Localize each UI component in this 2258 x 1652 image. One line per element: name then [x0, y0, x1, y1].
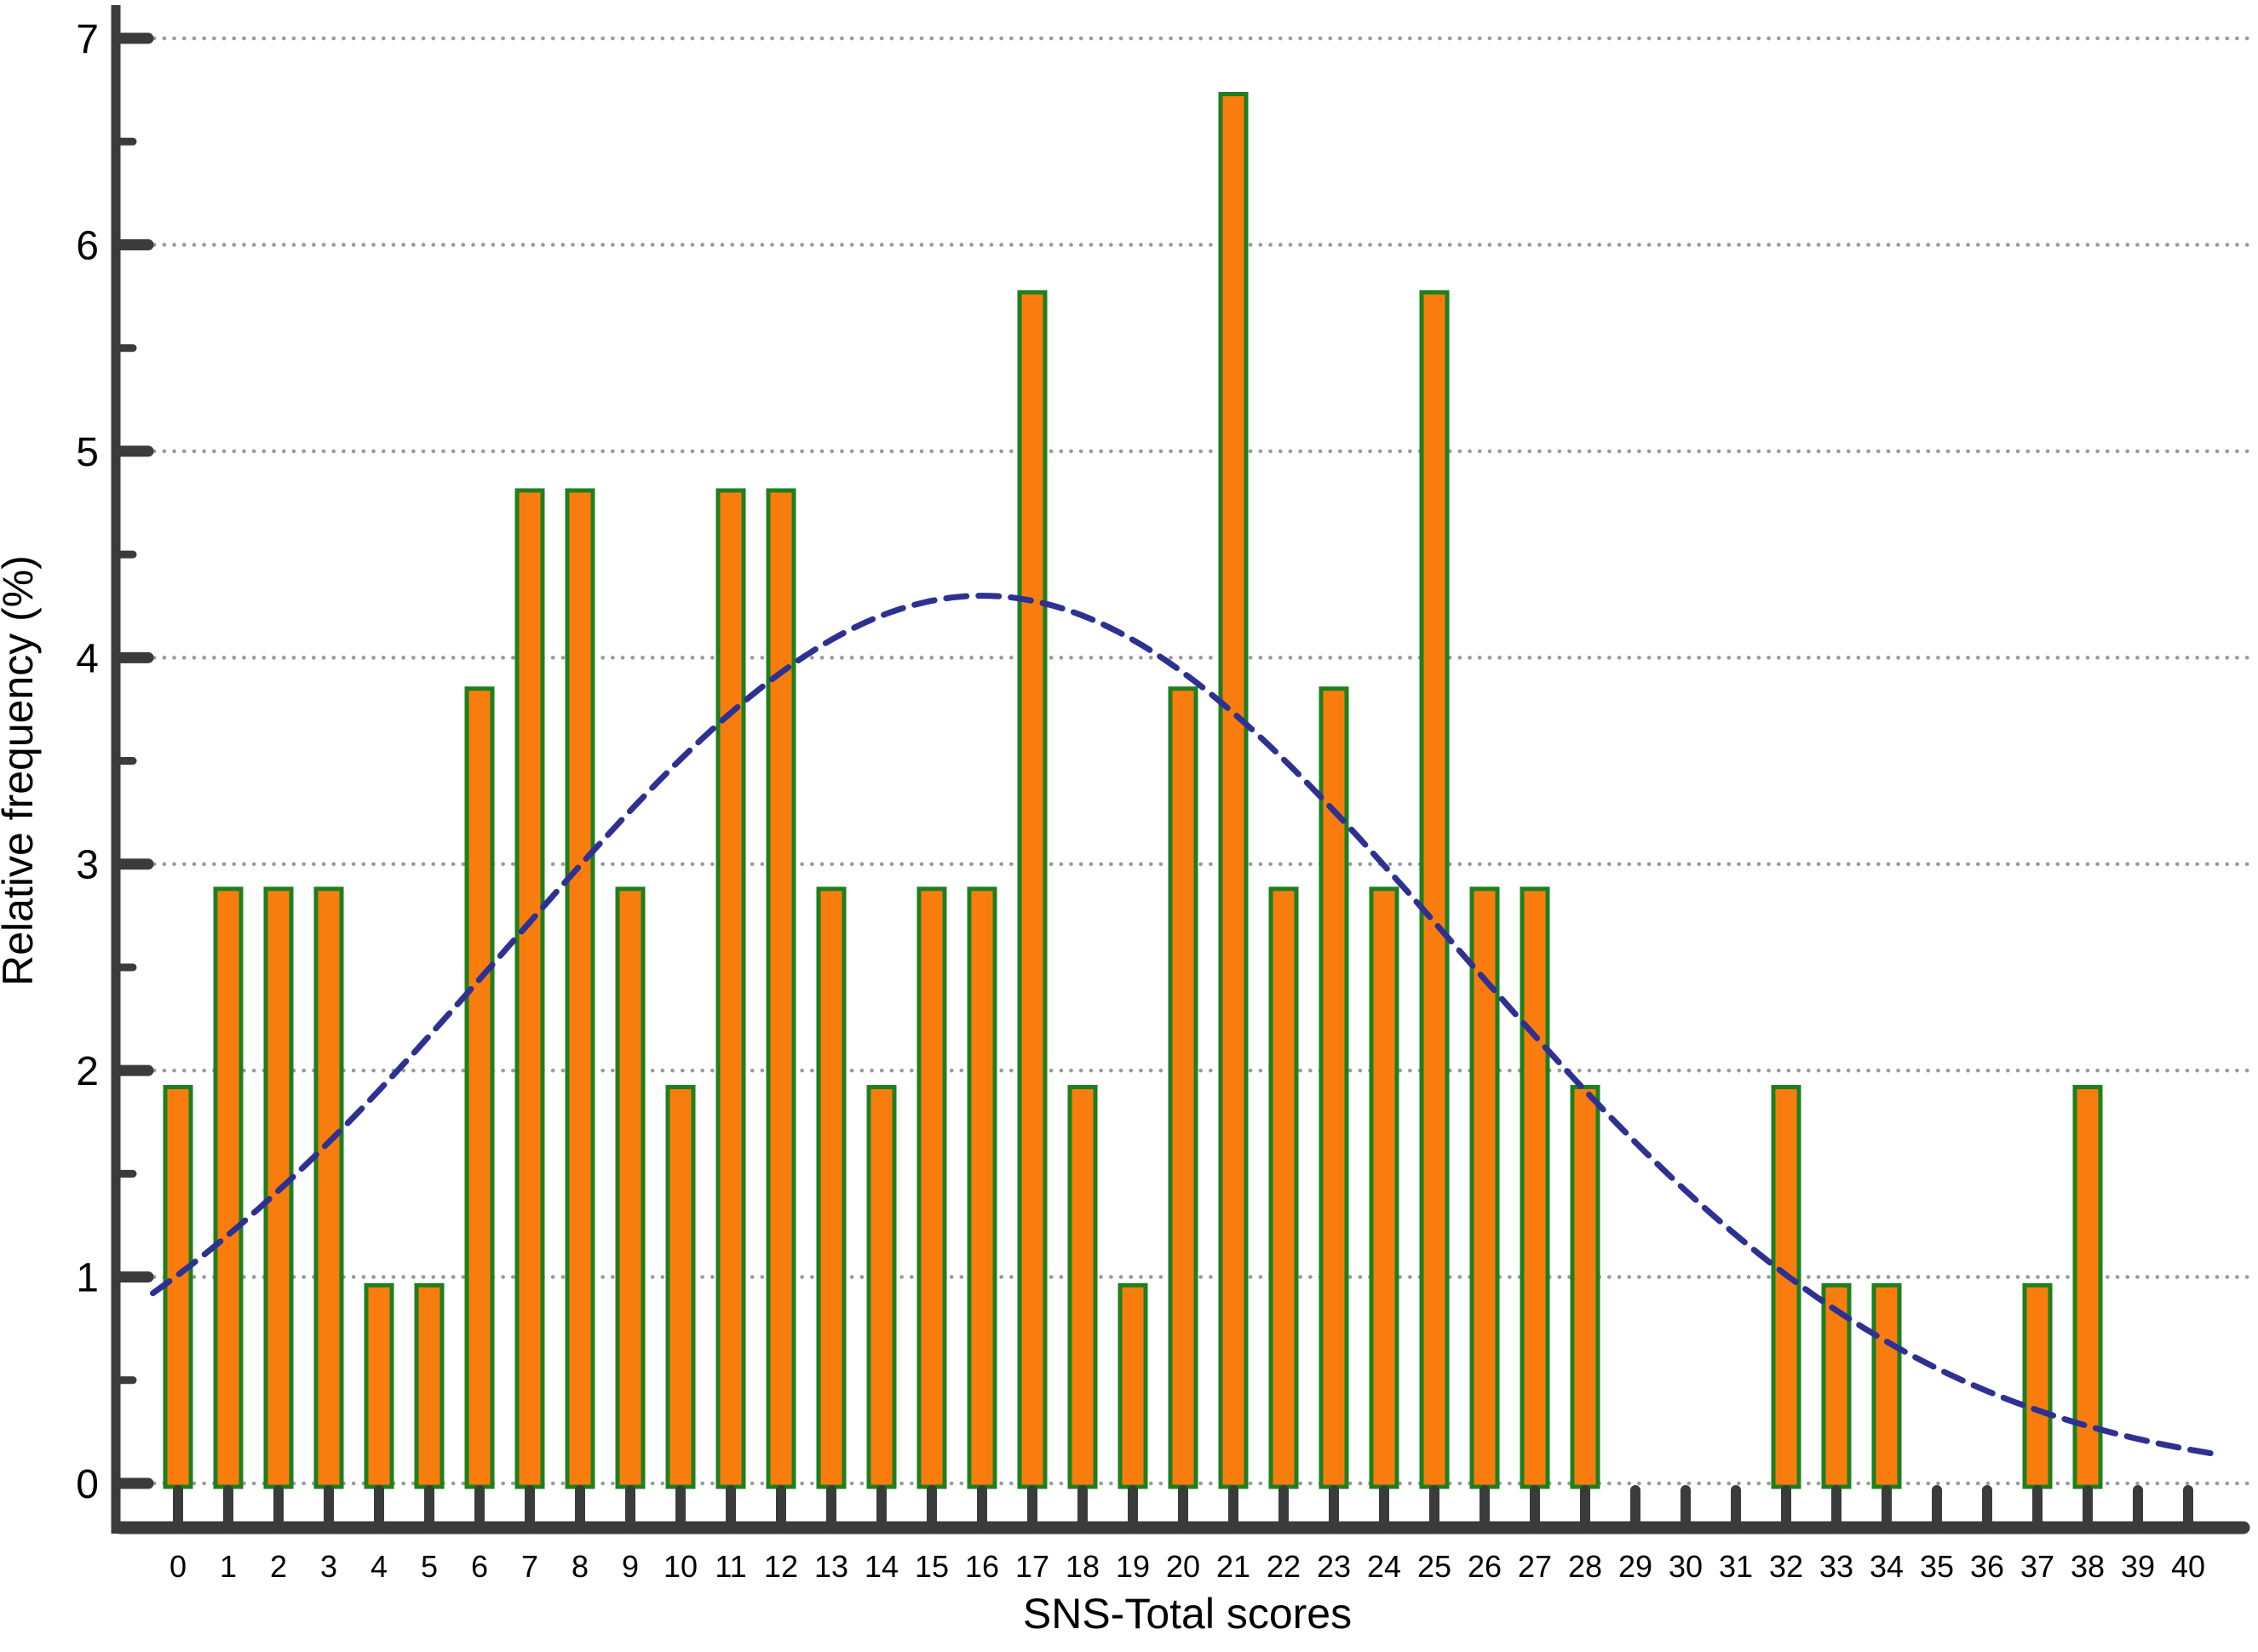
- x-tick-labels-group: 0 1 2 3 4 5 6 7 8 9 10 11 12 13 14 15 16 17 18 19 20 21 22 23 24…: [169, 1549, 2205, 1584]
- y-tick-label-1: 1: [76, 1256, 99, 1301]
- bar-17: [1017, 290, 1048, 1489]
- bar-27: [1520, 886, 1550, 1489]
- normal-curve: [150, 593, 2221, 1458]
- bar-24: [1369, 886, 1399, 1489]
- bar-22: [1268, 886, 1299, 1489]
- x-tick-label-19: 19: [1116, 1549, 1150, 1584]
- bar-15: [916, 886, 947, 1489]
- bar-11: [715, 488, 746, 1489]
- x-tick-label-35: 35: [1920, 1549, 1954, 1584]
- x-axis: 0 1 2 3 4 5 6 7 8 9 10 11 12 13 14 15 16 17 18 19 20 21 22 23 24…: [113, 1485, 2250, 1584]
- x-tick-label-16: 16: [965, 1549, 999, 1584]
- x-axis-title: SNS-Total scores: [1023, 1590, 1352, 1638]
- x-tick-label-21: 21: [1216, 1549, 1250, 1584]
- bar-32: [1771, 1085, 1801, 1489]
- x-tick-label-26: 26: [1468, 1549, 1502, 1584]
- bar-13: [816, 886, 847, 1489]
- bar-8: [565, 488, 595, 1489]
- x-tick-label-3: 3: [320, 1549, 337, 1584]
- x-tick-label-0: 0: [169, 1549, 187, 1584]
- x-tick-label-23: 23: [1317, 1549, 1351, 1584]
- y-tick-label-4: 4: [76, 636, 99, 681]
- x-tick-label-5: 5: [421, 1549, 438, 1584]
- x-tick-label-12: 12: [764, 1549, 798, 1584]
- x-tick-label-30: 30: [1669, 1549, 1703, 1584]
- x-tick-label-15: 15: [915, 1549, 949, 1584]
- x-tick-label-36: 36: [1970, 1549, 2004, 1584]
- x-tick-label-29: 29: [1618, 1549, 1652, 1584]
- bar-18: [1067, 1085, 1098, 1489]
- y-tick-label-0: 0: [76, 1462, 99, 1507]
- y-tick-labels-group: 0 1 2 3 4 5 6 7: [76, 17, 99, 1507]
- y-tick-label-5: 5: [76, 430, 99, 475]
- bar-28: [1570, 1085, 1600, 1489]
- bar-16: [967, 886, 997, 1489]
- y-axis: 0 1 2 3 4 5 6 7: [76, 5, 154, 1534]
- x-tick-label-20: 20: [1166, 1549, 1200, 1584]
- bar-9: [615, 886, 646, 1489]
- x-tick-label-40: 40: [2171, 1549, 2205, 1584]
- bar-4: [364, 1282, 394, 1489]
- bar-5: [414, 1282, 445, 1489]
- bar-1: [213, 886, 244, 1489]
- x-tick-label-24: 24: [1367, 1549, 1401, 1584]
- bar-34: [1871, 1282, 1902, 1489]
- x-tick-label-25: 25: [1417, 1549, 1451, 1584]
- x-tick-label-11: 11: [715, 1549, 746, 1584]
- x-tick-label-6: 6: [471, 1549, 488, 1584]
- x-tick-label-31: 31: [1719, 1549, 1753, 1584]
- x-tick-label-7: 7: [521, 1549, 538, 1584]
- x-tick-label-28: 28: [1568, 1549, 1602, 1584]
- x-tick-label-1: 1: [220, 1549, 237, 1584]
- y-tick-label-3: 3: [76, 843, 99, 888]
- x-tick-label-27: 27: [1518, 1549, 1552, 1584]
- y-axis-title: Relative frequency (%): [0, 555, 42, 986]
- x-tick-label-33: 33: [1819, 1549, 1853, 1584]
- bar-7: [514, 488, 545, 1489]
- bar-3: [313, 886, 344, 1489]
- x-tick-label-2: 2: [270, 1549, 287, 1584]
- bar-25: [1419, 290, 1450, 1489]
- x-tick-label-18: 18: [1066, 1549, 1100, 1584]
- bar-19: [1118, 1282, 1148, 1489]
- x-tick-label-13: 13: [814, 1549, 848, 1584]
- bar-38: [2072, 1085, 2103, 1489]
- x-ticks-group: [173, 1485, 2193, 1531]
- x-tick-label-8: 8: [572, 1549, 589, 1584]
- x-tick-label-32: 32: [1769, 1549, 1803, 1584]
- x-tick-label-14: 14: [865, 1549, 899, 1584]
- bar-14: [866, 1085, 897, 1489]
- x-tick-label-9: 9: [622, 1549, 639, 1584]
- y-tick-label-6: 6: [76, 223, 99, 268]
- x-tick-label-10: 10: [664, 1549, 698, 1584]
- x-tick-label-39: 39: [2121, 1549, 2155, 1584]
- bar-0: [163, 1085, 193, 1489]
- bars-group: [163, 92, 2103, 1489]
- x-tick-label-17: 17: [1015, 1549, 1049, 1584]
- x-tick-label-37: 37: [2020, 1549, 2054, 1584]
- x-tick-label-22: 22: [1267, 1549, 1301, 1584]
- y-ticks-group: [112, 32, 154, 1489]
- bar-6: [464, 686, 495, 1489]
- y-tick-label-2: 2: [76, 1049, 99, 1094]
- bar-12: [766, 488, 796, 1489]
- bar-10: [665, 1085, 696, 1489]
- y-tick-label-7: 7: [76, 17, 99, 62]
- x-tick-label-34: 34: [1870, 1549, 1904, 1584]
- bar-21: [1218, 92, 1249, 1489]
- x-tick-label-38: 38: [2071, 1549, 2105, 1584]
- bar-37: [2022, 1282, 2053, 1489]
- x-tick-label-4: 4: [371, 1549, 388, 1584]
- bar-20: [1168, 686, 1198, 1489]
